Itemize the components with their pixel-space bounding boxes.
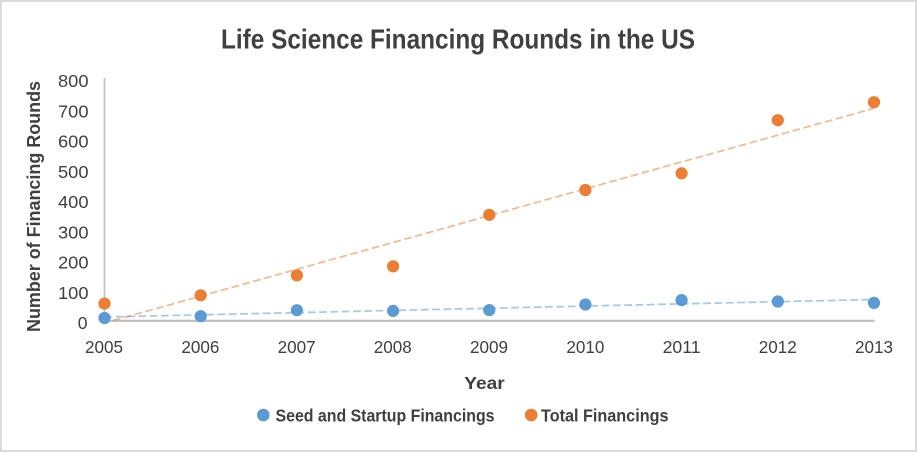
svg-text:Year: Year xyxy=(464,373,505,393)
svg-text:2012: 2012 xyxy=(759,337,797,357)
svg-text:2006: 2006 xyxy=(181,337,219,357)
svg-text:2009: 2009 xyxy=(470,337,508,357)
svg-text:0: 0 xyxy=(78,313,88,333)
svg-text:200: 200 xyxy=(58,253,89,273)
svg-text:800: 800 xyxy=(58,71,89,91)
svg-text:2005: 2005 xyxy=(85,337,123,357)
svg-text:Life Science Financing Rounds: Life Science Financing Rounds in the US xyxy=(221,24,695,55)
svg-text:100: 100 xyxy=(58,283,89,303)
svg-text:2010: 2010 xyxy=(566,337,604,357)
svg-text:Number of Financing Rounds: Number of Financing Rounds xyxy=(23,81,44,332)
svg-text:700: 700 xyxy=(58,101,89,121)
svg-text:400: 400 xyxy=(58,192,89,212)
svg-text:Seed and Startup Financings: Seed and Startup Financings xyxy=(276,406,495,426)
svg-text:2007: 2007 xyxy=(278,337,316,357)
svg-text:500: 500 xyxy=(58,162,89,182)
svg-text:2013: 2013 xyxy=(855,337,893,357)
svg-text:600: 600 xyxy=(58,132,89,152)
svg-text:2011: 2011 xyxy=(663,337,701,357)
svg-text:300: 300 xyxy=(58,222,89,242)
svg-text:Total Financings: Total Financings xyxy=(541,406,669,426)
svg-text:2008: 2008 xyxy=(374,337,412,357)
